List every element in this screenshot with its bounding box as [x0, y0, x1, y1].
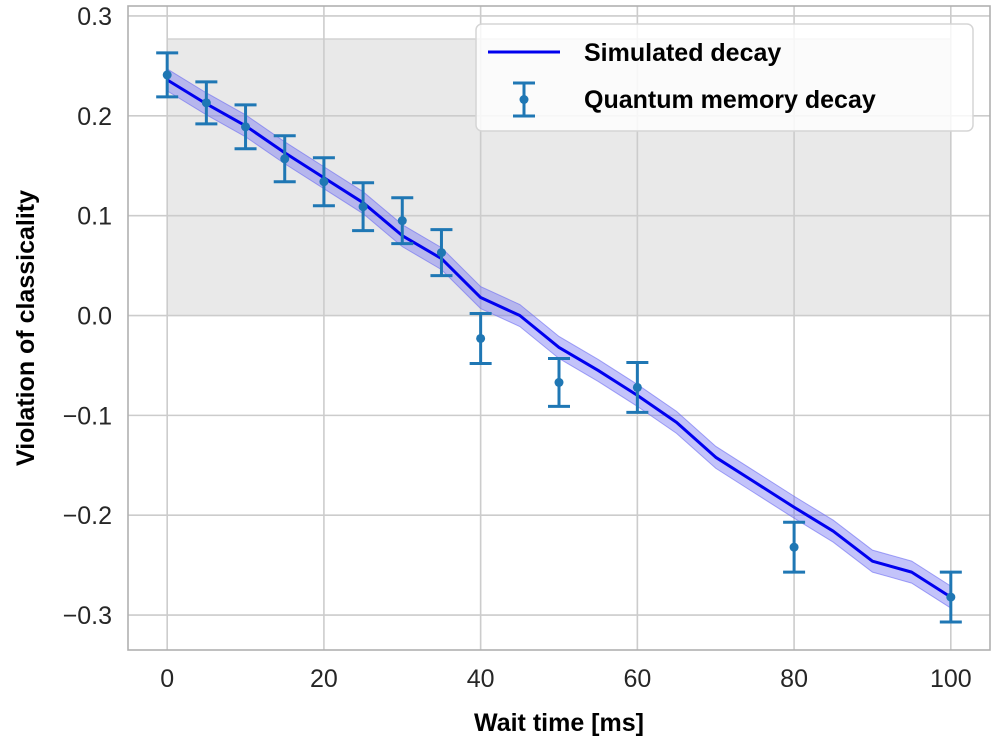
data-point	[436, 248, 446, 258]
data-point	[319, 177, 329, 187]
legend-label-simulated-decay: Simulated decay	[584, 39, 781, 67]
errorbar-point	[195, 80, 218, 126]
errorbar-point	[783, 520, 806, 574]
errorbar-point	[939, 570, 962, 624]
errorbar-point	[391, 196, 414, 246]
data-point	[280, 154, 290, 164]
errorbar-point	[469, 312, 492, 365]
data-point	[476, 333, 486, 343]
data-point	[632, 382, 642, 392]
legend-box	[475, 23, 974, 132]
y-tick-label: 0.2	[77, 103, 112, 131]
x-tick-label: 40	[467, 665, 495, 693]
y-tick-label: −0.1	[63, 402, 112, 430]
data-point	[554, 377, 564, 387]
x-tick-label: 0	[160, 665, 174, 693]
legend-marker	[519, 95, 529, 104]
errorbar-point	[626, 360, 649, 414]
x-axis-label: Wait time [ms]	[474, 709, 644, 737]
y-tick-label: 0.1	[77, 203, 112, 231]
errorbar-point	[273, 134, 296, 184]
data-point	[397, 216, 407, 226]
y-tick-label: −0.3	[63, 602, 112, 630]
errorbar-point	[352, 181, 375, 233]
simulated-decay-line	[166, 78, 952, 599]
data-point	[789, 542, 799, 552]
legend-label-quantum-memory-decay: Quantum memory decay	[584, 86, 876, 114]
x-tick-label: 100	[930, 665, 972, 693]
errorbar-point	[156, 51, 179, 99]
y-tick-label: 0.3	[77, 3, 112, 31]
data-point	[946, 592, 956, 602]
y-axis-label: Violation of classicality	[12, 190, 40, 466]
x-tick-label: 20	[310, 665, 338, 693]
data-point	[201, 98, 211, 108]
x-tick-label: 80	[780, 665, 808, 693]
y-tick-label: 0.0	[77, 303, 112, 331]
data-point	[241, 122, 251, 132]
x-tick-label: 60	[623, 665, 651, 693]
data-point	[358, 202, 368, 212]
legend-swatch-quantum-memory-decay	[513, 81, 535, 118]
errorbar-point	[312, 156, 335, 208]
errorbar-point	[430, 228, 453, 278]
y-tick-label: −0.2	[63, 502, 112, 530]
data-point	[162, 70, 172, 80]
plot-frame	[127, 5, 991, 651]
errorbar-point	[548, 356, 570, 408]
errorbar-point	[234, 103, 257, 151]
legend: Simulated decay Quantum memory decay	[475, 23, 974, 132]
